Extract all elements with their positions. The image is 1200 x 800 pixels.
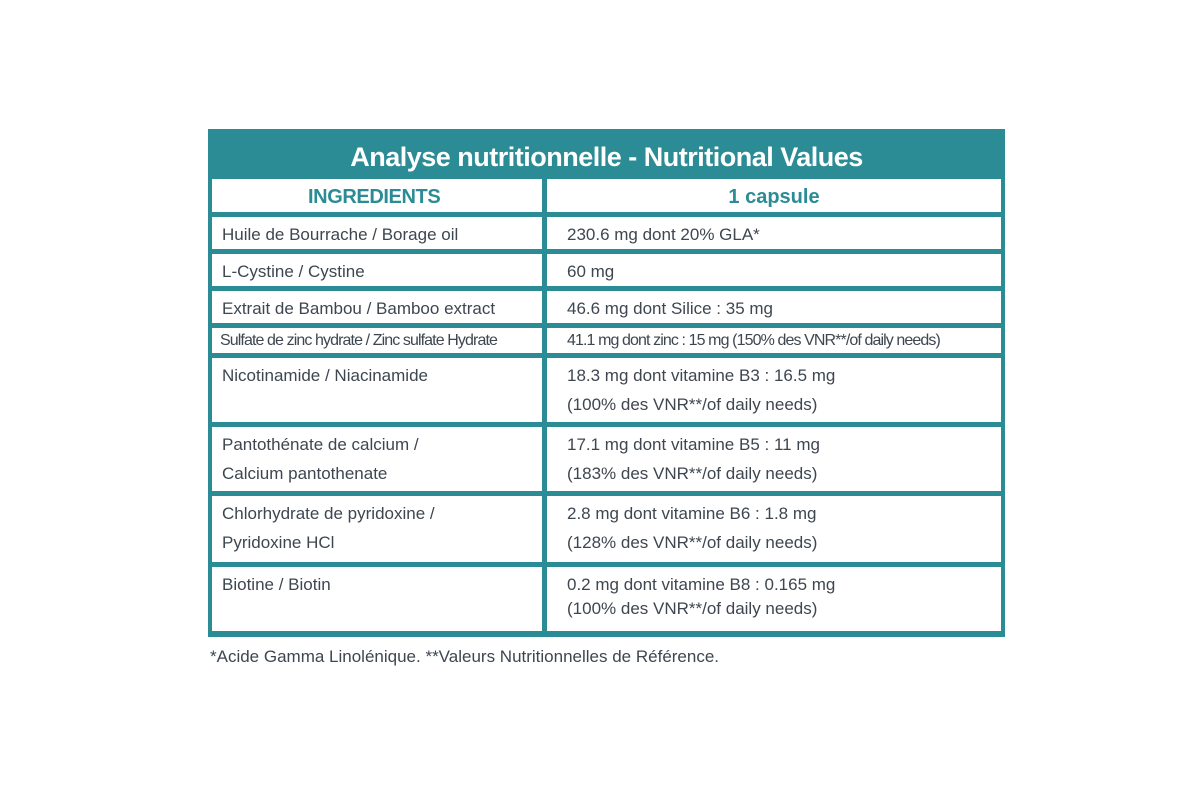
table-row-amount: 46.6 mg dont Silice : 35 mg — [547, 291, 1001, 323]
amount-text: (100% des VNR**/of daily needs) — [567, 395, 818, 414]
nutrition-table: Analyse nutritionnelle - Nutritional Val… — [208, 129, 1005, 637]
ingredient-text: Huile de Bourrache / Borage oil — [222, 225, 459, 244]
table-row-amount: 0.2 mg dont vitamine B8 : 0.165 mg (100%… — [547, 567, 1001, 631]
table-row-ingredient: Chlorhydrate de pyridoxine / Pyridoxine … — [212, 496, 542, 562]
amount-text: (128% des VNR**/of daily needs) — [567, 533, 818, 552]
amount-text: 0.2 mg dont vitamine B8 : 0.165 mg — [567, 575, 836, 594]
ingredient-text: Pantothénate de calcium / — [222, 435, 419, 454]
ingredient-text: Chlorhydrate de pyridoxine / — [222, 504, 435, 523]
table-row-amount: 60 mg — [547, 254, 1001, 286]
amount-text: 60 mg — [567, 262, 615, 281]
ingredient-text: Pyridoxine HCl — [222, 533, 335, 552]
ingredient-text: Biotine / Biotin — [222, 575, 331, 594]
ingredient-text: Extrait de Bambou / Bamboo extract — [222, 299, 496, 318]
table-title: Analyse nutritionnelle - Nutritional Val… — [350, 141, 863, 172]
table-row-ingredient: Sulfate de zinc hydrate / Zinc sulfate H… — [212, 328, 542, 353]
ingredient-text: Calcium pantothenate — [222, 464, 388, 483]
ingredient-text: Sulfate de zinc hydrate / Zinc sulfate H… — [220, 332, 498, 349]
footnote: *Acide Gamma Linolénique. **Valeurs Nutr… — [210, 647, 720, 666]
amount-text: (183% des VNR**/of daily needs) — [567, 464, 818, 483]
table-row-amount: 2.8 mg dont vitamine B6 : 1.8 mg (128% d… — [547, 496, 1001, 562]
table-row-ingredient: Extrait de Bambou / Bamboo extract — [212, 291, 542, 323]
table-row-ingredient: Nicotinamide / Niacinamide — [212, 358, 542, 422]
header-amount: 1 capsule — [547, 179, 1001, 212]
ingredient-text: Nicotinamide / Niacinamide — [222, 366, 428, 385]
table-row-ingredient: Pantothénate de calcium / Calcium pantot… — [212, 427, 542, 491]
amount-text: 17.1 mg dont vitamine B5 : 11 mg — [567, 435, 820, 454]
amount-text: 41.1 mg dont zinc : 15 mg (150% des VNR*… — [567, 332, 941, 349]
table-row-amount: 18.3 mg dont vitamine B3 : 16.5 mg (100%… — [547, 358, 1001, 422]
table-row-ingredient: Huile de Bourrache / Borage oil — [212, 217, 542, 249]
amount-text: 46.6 mg dont Silice : 35 mg — [567, 299, 774, 318]
table-row-ingredient: Biotine / Biotin — [212, 567, 542, 631]
table-row-amount: 230.6 mg dont 20% GLA* — [547, 217, 1001, 249]
header-ingredients: INGREDIENTS — [212, 179, 542, 212]
amount-text: 2.8 mg dont vitamine B6 : 1.8 mg — [567, 504, 817, 523]
table-row-amount: 17.1 mg dont vitamine B5 : 11 mg (183% d… — [547, 427, 1001, 491]
table-row-amount: 41.1 mg dont zinc : 15 mg (150% des VNR*… — [547, 328, 1001, 353]
ingredient-text: L-Cystine / Cystine — [222, 262, 365, 281]
amount-text: 18.3 mg dont vitamine B3 : 16.5 mg — [567, 366, 836, 385]
table-row-ingredient: L-Cystine / Cystine — [212, 254, 542, 286]
amount-text: (100% des VNR**/of daily needs) — [567, 599, 818, 618]
amount-text: 230.6 mg dont 20% GLA* — [567, 225, 760, 244]
